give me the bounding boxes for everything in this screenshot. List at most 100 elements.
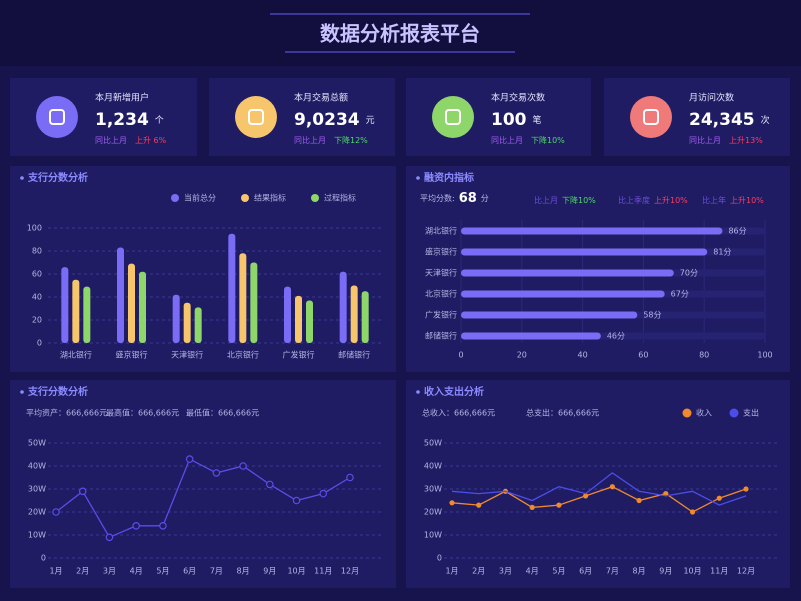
line: [451, 485, 747, 513]
value-label: 70分: [680, 269, 698, 278]
bar: [461, 311, 638, 319]
header-bar: [0, 0, 801, 66]
y-tick-label: 10W: [424, 531, 442, 540]
average-unit: 分: [481, 194, 489, 203]
comparison-label: 比上月: [534, 195, 558, 205]
bar: [117, 247, 124, 343]
category-label: 盛京银行: [425, 247, 457, 257]
kpi-compare: 同比上月: [294, 135, 326, 145]
bar: [350, 285, 358, 343]
bar: [461, 227, 723, 235]
point: [636, 497, 642, 504]
x-tick-label: 3月: [103, 567, 116, 576]
bar: [128, 263, 135, 343]
kpi-value: 24,345: [689, 110, 755, 130]
comparison-label: 比上年: [702, 195, 726, 205]
x-tick-label: 2月: [76, 567, 89, 576]
kpi-value-line: 1,234 个: [95, 110, 164, 130]
comparison-label: 比上季度: [618, 195, 650, 205]
point: [105, 533, 114, 542]
line: [55, 458, 351, 539]
kpi-icon-glyph: [49, 109, 65, 125]
bar: [61, 267, 69, 343]
panel-bullet: [20, 390, 24, 394]
bar: [461, 332, 601, 340]
category-label: 北京银行: [425, 289, 457, 299]
kpi-change: 下降10%: [531, 135, 565, 145]
kpi-unit: 笔: [533, 114, 542, 126]
panel-title: 融资内指标: [424, 171, 474, 184]
kpi-icon: [235, 96, 277, 138]
x-tick-label: 10月: [287, 567, 305, 576]
legend-label: 支出: [743, 408, 759, 418]
y-tick-label: 80: [32, 247, 42, 256]
bar: [72, 279, 80, 343]
x-tick-label: 4月: [130, 567, 143, 576]
point: [529, 504, 535, 510]
x-tick-label: 广发银行: [283, 350, 315, 360]
kpi-unit: 元: [366, 116, 375, 126]
x-tick-label: 11月: [314, 567, 332, 576]
kpi-change: 上升 6%: [135, 136, 167, 145]
kpi-value-line: 24,345 次: [689, 110, 770, 130]
y-tick-label: 60: [32, 270, 42, 279]
x-tick-label: 0: [458, 351, 463, 360]
bar: [250, 262, 258, 343]
point: [609, 484, 615, 490]
category-label: 湖北银行: [425, 226, 457, 236]
point: [319, 489, 328, 498]
category-label: 天津银行: [425, 268, 457, 278]
value-label: 46分: [607, 332, 625, 341]
point: [159, 521, 167, 530]
y-tick-label: 0: [437, 554, 442, 563]
x-tick-label: 8月: [237, 567, 250, 576]
stat: 总支出：666,666元: [526, 408, 599, 418]
x-tick-label: 9月: [659, 567, 672, 576]
panel-bullet: [416, 176, 420, 180]
comparison: 比上季度 上升10%: [618, 195, 688, 205]
bar: [139, 271, 146, 343]
kpi-compare: 同比上月: [95, 135, 127, 145]
bar: [461, 269, 674, 277]
point: [716, 495, 722, 501]
x-tick-label: 1月: [445, 567, 458, 576]
kpi-icon: [432, 96, 474, 138]
point: [346, 473, 354, 482]
y-tick-label: 50W: [28, 439, 46, 448]
category-label: 广发银行: [425, 310, 457, 320]
panel: [10, 380, 396, 588]
point: [52, 508, 60, 516]
comparison: 比上月 下降10%: [534, 195, 596, 205]
kpi-compare-line: 同比上月 上升13%: [689, 135, 763, 145]
bar: [306, 300, 313, 343]
point: [743, 486, 749, 492]
y-tick-label: 30W: [424, 485, 442, 494]
x-tick-label: 4月: [526, 567, 539, 576]
y-tick-label: 20: [32, 316, 42, 325]
point: [185, 455, 194, 463]
kpi-label: 本月交易次数: [491, 92, 545, 104]
x-tick-label: 40: [578, 351, 588, 360]
x-tick-label: 7月: [606, 567, 619, 576]
point: [239, 462, 247, 470]
legend-swatch: [729, 408, 739, 418]
line: [451, 472, 747, 506]
point: [449, 500, 455, 506]
panel-title: 支行分数分析: [27, 385, 88, 398]
x-tick-label: 60: [638, 351, 648, 360]
x-tick-label: 3月: [499, 567, 512, 576]
x-tick-label: 9月: [263, 567, 276, 576]
point: [266, 480, 274, 489]
kpi-compare: 同比上月: [689, 135, 721, 145]
kpi-compare-line: 同比上月 下降12%: [294, 135, 368, 145]
point: [476, 502, 482, 508]
kpi-change: 下降12%: [334, 135, 368, 145]
y-tick-label: 30W: [28, 485, 46, 494]
y-tick-label: 0: [41, 554, 46, 563]
panel-bullet: [416, 390, 420, 394]
x-tick-label: 天津银行: [171, 350, 203, 360]
x-tick-label: 5月: [156, 567, 169, 576]
y-tick-label: 0: [37, 339, 42, 348]
kpi-icon: [630, 96, 672, 138]
